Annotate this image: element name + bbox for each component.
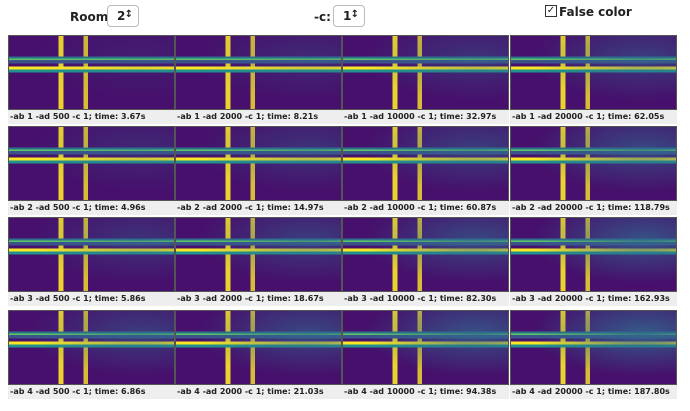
render-image (342, 126, 509, 201)
render-image (510, 310, 677, 385)
result-cell: -ab 4 -ad 20000 -c 1; time: 187.80s (510, 310, 677, 399)
render-image (8, 35, 175, 110)
image-caption: -ab 4 -ad 10000 -c 1; time: 94.38s (342, 385, 509, 399)
image-caption: -ab 1 -ad 2000 -c 1; time: 8.21s (175, 110, 342, 124)
result-cell: -ab 3 -ad 500 -c 1; time: 5.86s (8, 217, 175, 306)
room-select[interactable]: 2 (107, 5, 139, 27)
render-image (8, 217, 175, 292)
result-cell: -ab 4 -ad 500 -c 1; time: 6.86s (8, 310, 175, 399)
render-image (510, 35, 677, 110)
image-caption: -ab 3 -ad 2000 -c 1; time: 18.67s (175, 292, 342, 306)
image-caption: -ab 4 -ad 500 -c 1; time: 6.86s (8, 385, 175, 399)
result-cell: -ab 1 -ad 10000 -c 1; time: 32.97s (342, 35, 509, 124)
result-cell: -ab 2 -ad 2000 -c 1; time: 14.97s (175, 126, 342, 215)
render-image (8, 126, 175, 201)
render-image (342, 35, 509, 110)
c-label: -c: (314, 10, 331, 24)
image-caption: -ab 1 -ad 500 -c 1; time: 3.67s (8, 110, 175, 124)
image-caption: -ab 3 -ad 10000 -c 1; time: 82.30s (342, 292, 509, 306)
room-label: Room: (70, 10, 114, 24)
result-cell: -ab 1 -ad 500 -c 1; time: 3.67s (8, 35, 175, 124)
render-image (175, 310, 342, 385)
result-cell: -ab 3 -ad 2000 -c 1; time: 18.67s (175, 217, 342, 306)
image-caption: -ab 2 -ad 10000 -c 1; time: 60.87s (342, 201, 509, 215)
result-cell: -ab 1 -ad 20000 -c 1; time: 62.05s (510, 35, 677, 124)
image-caption: -ab 3 -ad 500 -c 1; time: 5.86s (8, 292, 175, 306)
result-cell: -ab 4 -ad 10000 -c 1; time: 94.38s (342, 310, 509, 399)
image-caption: -ab 2 -ad 2000 -c 1; time: 14.97s (175, 201, 342, 215)
result-cell: -ab 4 -ad 2000 -c 1; time: 21.03s (175, 310, 342, 399)
render-image (510, 126, 677, 201)
render-image (175, 126, 342, 201)
image-caption: -ab 2 -ad 500 -c 1; time: 4.96s (8, 201, 175, 215)
result-cell: -ab 3 -ad 10000 -c 1; time: 82.30s (342, 217, 509, 306)
false-color-label: False color (559, 5, 632, 19)
image-caption: -ab 1 -ad 10000 -c 1; time: 32.97s (342, 110, 509, 124)
result-cell: -ab 2 -ad 20000 -c 1; time: 118.79s (510, 126, 677, 215)
render-image (510, 217, 677, 292)
result-cell: -ab 2 -ad 500 -c 1; time: 4.96s (8, 126, 175, 215)
image-caption: -ab 4 -ad 20000 -c 1; time: 187.80s (510, 385, 677, 399)
render-image (175, 35, 342, 110)
image-caption: -ab 2 -ad 20000 -c 1; time: 118.79s (510, 201, 677, 215)
result-cell: -ab 3 -ad 20000 -c 1; time: 162.93s (510, 217, 677, 306)
render-image (175, 217, 342, 292)
result-cell: -ab 1 -ad 2000 -c 1; time: 8.21s (175, 35, 342, 124)
false-color-checkbox[interactable]: ✓ (545, 5, 557, 17)
result-cell: -ab 2 -ad 10000 -c 1; time: 60.87s (342, 126, 509, 215)
image-caption: -ab 3 -ad 20000 -c 1; time: 162.93s (510, 292, 677, 306)
render-image (342, 217, 509, 292)
image-caption: -ab 1 -ad 20000 -c 1; time: 62.05s (510, 110, 677, 124)
c-select[interactable]: 1 (333, 5, 365, 27)
render-image (8, 310, 175, 385)
render-image (342, 310, 509, 385)
image-caption: -ab 4 -ad 2000 -c 1; time: 21.03s (175, 385, 342, 399)
